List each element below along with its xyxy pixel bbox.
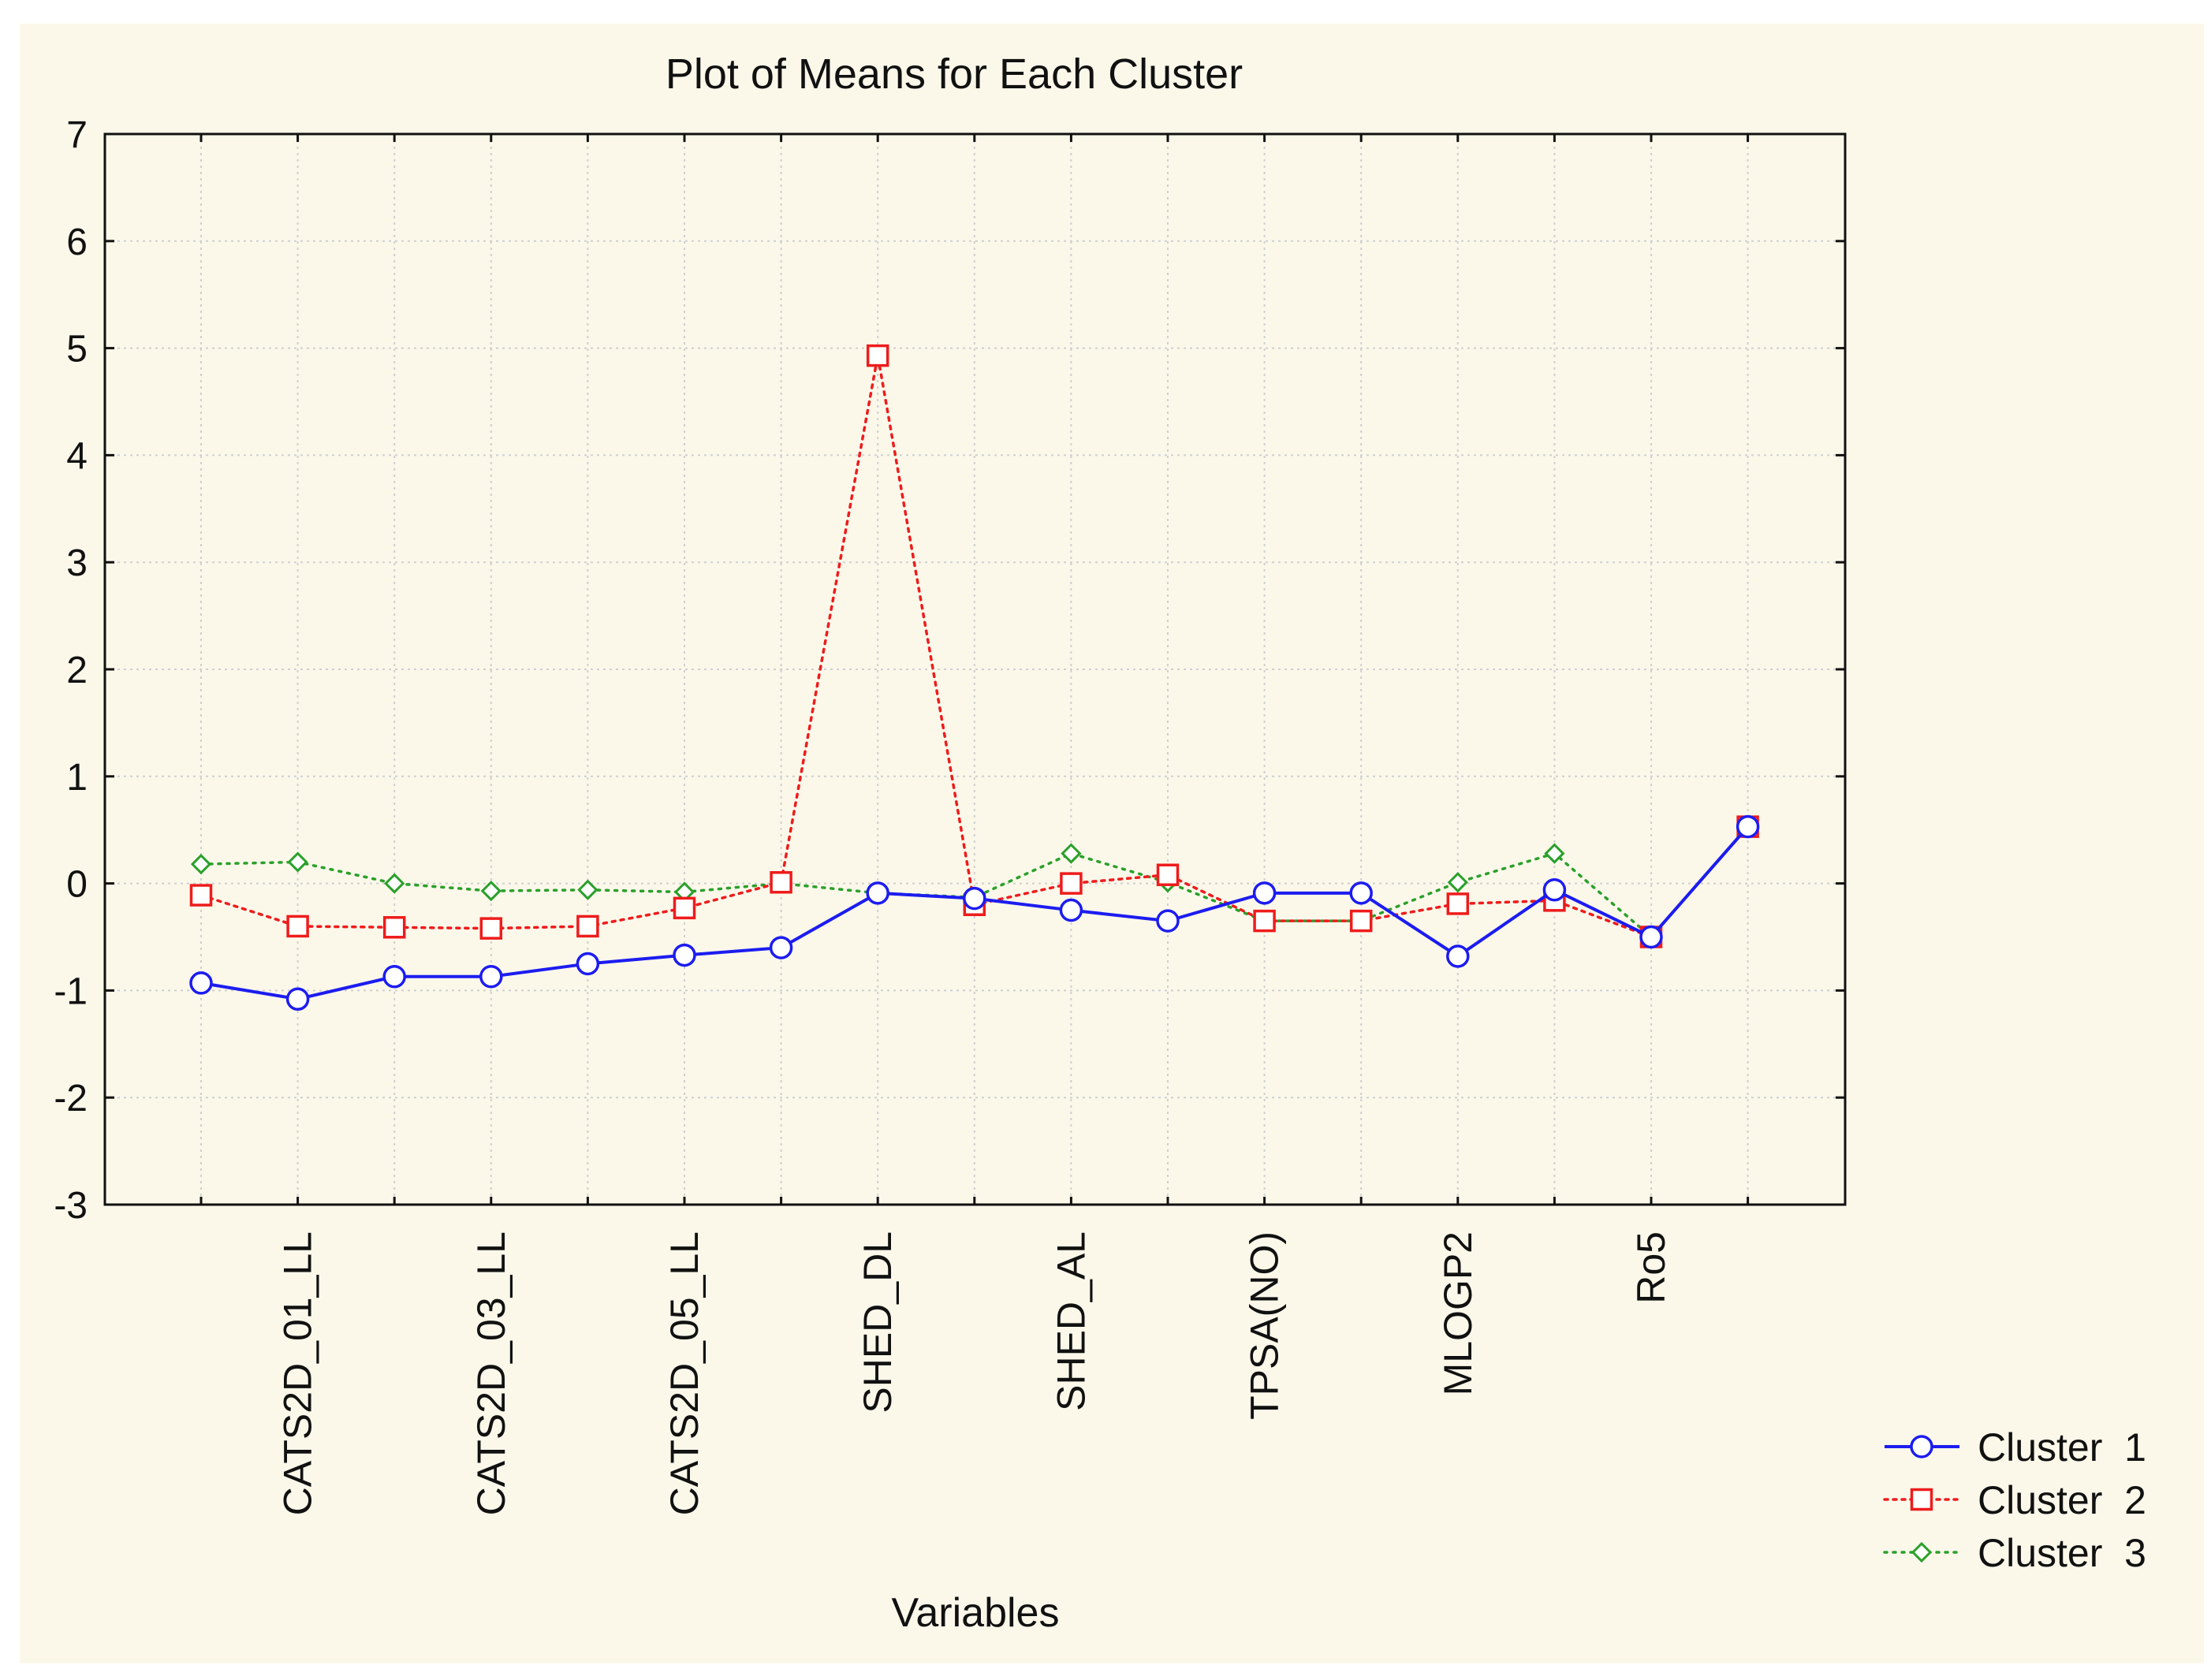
x-axis: CATS2D_01_LL CATS2D_03_LL CATS2D_05_LL SHED… xyxy=(199,134,1750,1515)
data-point-cluster-1 xyxy=(576,952,600,976)
data-point-cluster-2 xyxy=(1060,872,1083,895)
y-tick-label: -3 xyxy=(54,1185,88,1227)
data-point-cluster-1 xyxy=(1446,944,1470,968)
data-point-cluster-3 xyxy=(577,879,598,900)
data-point-cluster-3 xyxy=(384,873,405,894)
data-point-cluster-1 xyxy=(285,987,310,1011)
data-point-cluster-3 xyxy=(1544,843,1565,864)
x-tick-label: CATS2D_01_LL xyxy=(276,1231,320,1515)
y-tick-label: -2 xyxy=(54,1078,88,1119)
y-tick-label: 1 xyxy=(66,757,88,799)
data-point-cluster-2 xyxy=(1253,909,1276,933)
data-point-cluster-2 xyxy=(189,884,213,907)
data-point-cluster-3 xyxy=(480,880,501,902)
x-tick-label: Ro5 xyxy=(1629,1231,1673,1304)
legend-entry-cluster-2: Cluster 2 xyxy=(1883,1478,2146,1522)
chart-background xyxy=(20,24,2204,1663)
data-point-cluster-2 xyxy=(866,344,889,367)
legend-entry-cluster-1: Cluster 1 xyxy=(1885,1425,2146,1470)
y-tick-label: 2 xyxy=(66,650,88,691)
y-axis: 7 6 5 4 3 2 1 0 -1 -2 -3 xyxy=(54,114,1845,1227)
data-point-cluster-1 xyxy=(1349,881,1373,905)
data-point-cluster-1 xyxy=(1252,881,1277,905)
legend-label: Cluster 1 xyxy=(1978,1425,2146,1470)
series-line-cluster-3 xyxy=(199,825,1750,939)
x-tick-label: TPSA(NO) xyxy=(1243,1231,1287,1420)
data-point-cluster-2 xyxy=(286,915,309,938)
legend-marker xyxy=(1910,1488,1933,1511)
y-tick-label: 0 xyxy=(66,864,88,906)
data-point-cluster-2 xyxy=(770,870,792,894)
x-tick-label: CATS2D_03_LL xyxy=(469,1231,513,1515)
x-tick-label: SHED_AL xyxy=(1049,1231,1093,1411)
series-cluster-1 xyxy=(189,814,1760,1011)
data-point-cluster-1 xyxy=(1542,877,1567,902)
data-point-cluster-1 xyxy=(189,971,213,995)
data-point-cluster-3 xyxy=(190,854,212,875)
series-cluster-3 xyxy=(190,816,1758,948)
legend: Cluster 1 Cluster 2 Cluster 3 xyxy=(1883,1425,2146,1575)
legend-entry-cluster-3: Cluster 3 xyxy=(1883,1531,2146,1575)
y-tick-label: 5 xyxy=(66,329,88,371)
data-point-cluster-2 xyxy=(1349,909,1373,933)
data-point-cluster-1 xyxy=(1639,925,1663,949)
data-point-cluster-3 xyxy=(1447,872,1468,893)
data-point-cluster-1 xyxy=(866,881,889,905)
data-point-cluster-1 xyxy=(382,964,406,989)
data-point-cluster-2 xyxy=(1156,863,1180,886)
x-tick-label: SHED_DL xyxy=(856,1231,900,1414)
y-tick-label: 3 xyxy=(66,542,88,584)
y-tick-label: 6 xyxy=(66,222,88,263)
data-point-cluster-1 xyxy=(479,964,503,989)
y-tick-label: -1 xyxy=(54,970,88,1012)
x-axis-label: Variables xyxy=(892,1590,1060,1636)
data-point-cluster-1 xyxy=(1059,898,1083,922)
data-point-cluster-1 xyxy=(963,886,986,911)
data-point-cluster-3 xyxy=(1061,843,1082,864)
series-layer xyxy=(189,344,1760,1011)
data-point-cluster-2 xyxy=(673,896,696,920)
data-point-cluster-1 xyxy=(1736,814,1760,839)
data-point-cluster-1 xyxy=(673,943,696,967)
x-tick-label: MLOGP2 xyxy=(1436,1231,1480,1395)
chart-title: Plot of Means for Each Cluster xyxy=(666,50,1243,98)
data-point-cluster-1 xyxy=(769,936,793,959)
data-point-cluster-2 xyxy=(576,915,599,938)
y-tick-label: 4 xyxy=(66,435,88,477)
data-point-cluster-1 xyxy=(1156,909,1180,933)
legend-label: Cluster 2 xyxy=(1978,1478,2146,1522)
data-point-cluster-2 xyxy=(382,916,406,939)
y-tick-label: 7 xyxy=(66,114,88,156)
data-point-cluster-3 xyxy=(287,851,308,873)
x-tick-label: CATS2D_05_LL xyxy=(662,1231,707,1515)
legend-marker xyxy=(1911,1541,1933,1563)
data-point-cluster-2 xyxy=(1446,892,1470,915)
legend-marker xyxy=(1910,1435,1933,1458)
data-point-cluster-2 xyxy=(479,917,503,940)
gridlines xyxy=(105,133,1845,1205)
legend-label: Cluster 3 xyxy=(1978,1531,2146,1575)
